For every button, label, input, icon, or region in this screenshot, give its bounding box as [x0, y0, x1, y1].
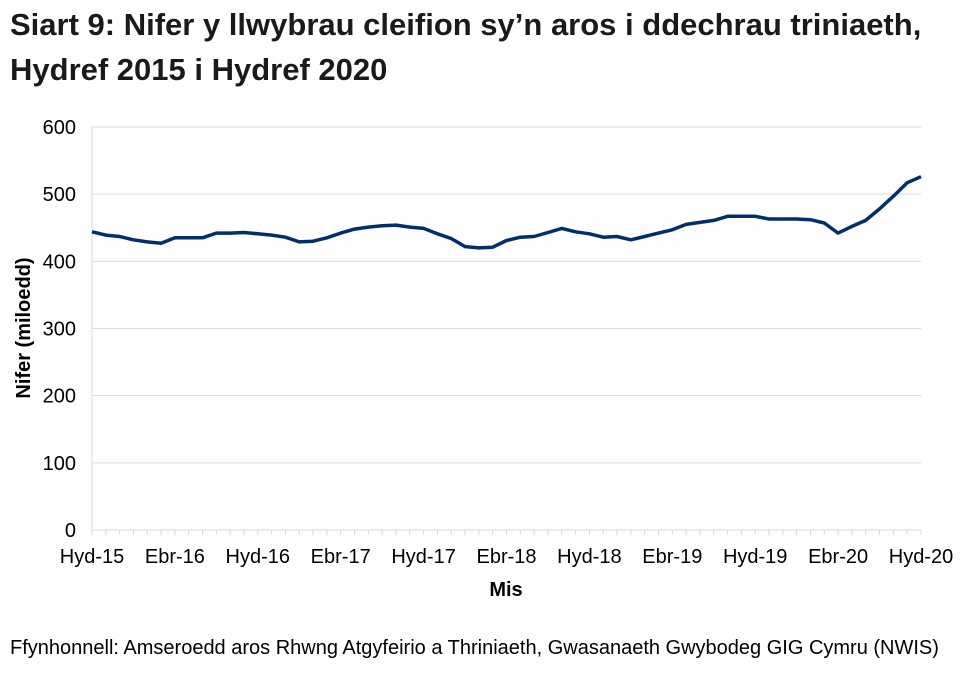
chart-title: Siart 9: Nifer y llwybrau cleifion sy’n … [10, 7, 922, 87]
y-axis-title: Nifer (miloedd) [13, 257, 35, 398]
x-tick-label: Hyd-18 [557, 546, 621, 568]
series-line [91, 175, 922, 250]
x-tick-label: Hyd-20 [889, 546, 953, 568]
x-tick-label: Ebr-19 [642, 546, 702, 568]
x-tick-label: Ebr-17 [311, 546, 371, 568]
x-tick-label: Hyd-17 [391, 546, 455, 568]
y-tick-label: 400 [43, 251, 76, 273]
line-chart: 0 100 200 300 400 500 600 Hyd-15 Ebr-16 Hyd-16 Eb… [13, 117, 953, 601]
y-tick-label: 500 [43, 184, 76, 206]
x-tick-label: Ebr-20 [808, 546, 868, 568]
y-tick-label: 200 [43, 386, 76, 408]
y-tick-label: 600 [43, 117, 76, 139]
source-note: Ffynhonnell: Amseroedd aros Rhwng Atgyfe… [10, 637, 939, 659]
x-tick-label: Hyd-15 [60, 546, 124, 568]
x-tick-label: Hyd-19 [723, 546, 787, 568]
y-tick-label: 100 [43, 453, 76, 475]
x-tick-label: Hyd-16 [226, 546, 290, 568]
y-tick-label: 300 [43, 319, 76, 341]
x-tick-label: Ebr-18 [476, 546, 536, 568]
y-tick-label: 0 [65, 520, 76, 542]
x-axis-title: Mis [489, 579, 522, 601]
x-tick-label: Ebr-16 [145, 546, 205, 568]
